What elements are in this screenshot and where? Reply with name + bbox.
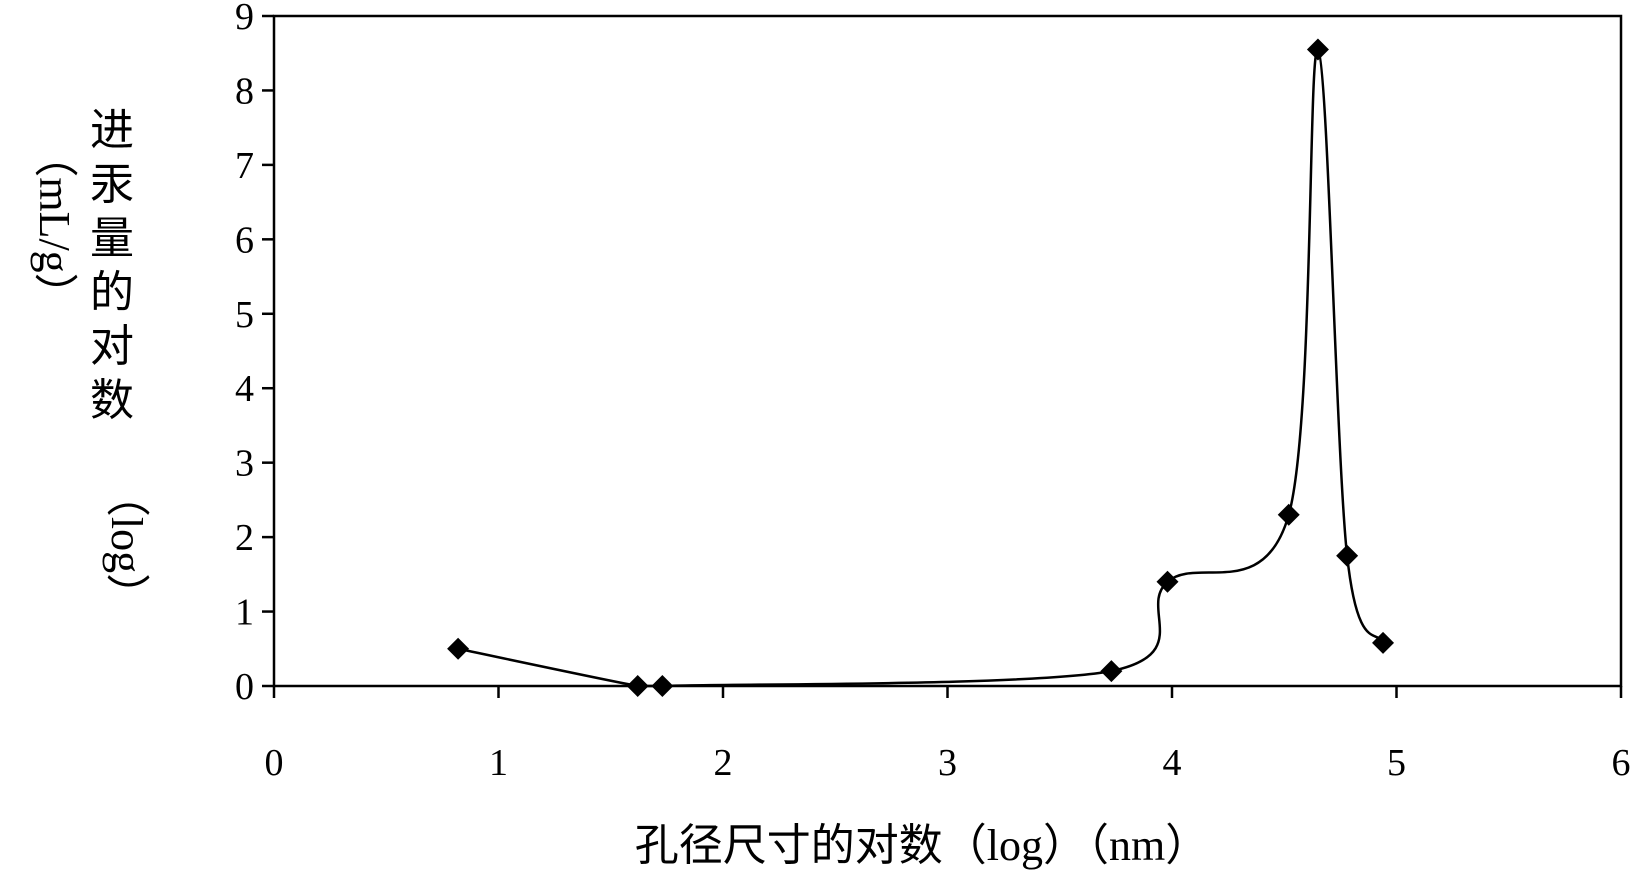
y-tick-label: 1 — [235, 592, 254, 634]
data-point — [447, 637, 470, 660]
data-point — [626, 675, 649, 697]
y-axis-title-main: 进汞量的对数 — [90, 106, 134, 425]
data-point — [651, 675, 674, 697]
y-tick-label: 8 — [235, 70, 254, 112]
y-axis-title: 进汞量的对数 （log） （mL/g） — [30, 106, 151, 617]
x-tick-label: 3 — [938, 742, 957, 784]
y-axis-title-unit: （mL/g） — [30, 133, 79, 316]
y-tick-label: 7 — [235, 145, 254, 187]
plot-area-frame — [272, 14, 1623, 688]
data-point — [1306, 38, 1329, 61]
x-tick-label: 4 — [1163, 742, 1182, 784]
data-point — [1336, 544, 1359, 567]
y-tick-label: 6 — [235, 219, 254, 261]
x-tick-label: 0 — [265, 742, 284, 784]
y-axis-title-log: （log） — [102, 473, 151, 617]
x-tick-label: 5 — [1387, 742, 1406, 784]
x-tick-label: 6 — [1612, 742, 1631, 784]
data-point — [1156, 570, 1179, 593]
series-line — [457, 48, 1385, 688]
data-point — [1277, 503, 1300, 526]
y-tick-label: 9 — [235, 0, 254, 38]
series-markers — [447, 38, 1395, 697]
y-axis: 0 1 2 3 4 5 6 7 8 9 — [235, 0, 274, 708]
y-tick-label: 0 — [235, 666, 254, 708]
y-tick-label: 4 — [235, 368, 254, 410]
y-tick-label: 3 — [235, 443, 254, 485]
x-axis: 0 1 2 3 4 5 6 — [265, 686, 1631, 784]
x-tick-label: 1 — [489, 742, 508, 784]
y-tick-label: 5 — [235, 294, 254, 336]
data-point — [1372, 631, 1395, 654]
y-tick-label: 2 — [235, 517, 254, 559]
data-point — [1100, 660, 1123, 683]
x-tick-label: 2 — [714, 742, 733, 784]
x-axis-title: 孔径尺寸的对数（log）（nm） — [635, 821, 1209, 870]
